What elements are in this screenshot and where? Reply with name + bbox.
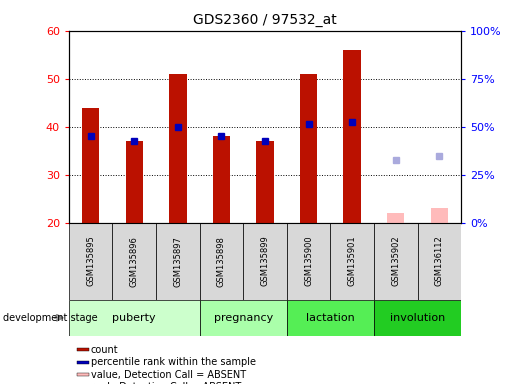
Bar: [69, 300, 200, 336]
Bar: [77, 373, 89, 376]
Text: GSM135899: GSM135899: [261, 236, 269, 286]
Bar: [287, 300, 374, 336]
Bar: [82, 108, 100, 223]
Text: GSM135901: GSM135901: [348, 236, 357, 286]
Text: GSM135897: GSM135897: [173, 236, 182, 286]
Text: rank, Detection Call = ABSENT: rank, Detection Call = ABSENT: [91, 382, 241, 384]
Text: count: count: [91, 345, 119, 355]
Bar: [213, 136, 230, 223]
Bar: [418, 223, 461, 300]
Bar: [300, 74, 317, 223]
Bar: [77, 348, 89, 351]
Bar: [430, 208, 448, 223]
Bar: [169, 74, 187, 223]
Bar: [374, 223, 418, 300]
Bar: [156, 223, 200, 300]
Bar: [69, 223, 112, 300]
Text: involution: involution: [390, 313, 445, 323]
Text: percentile rank within the sample: percentile rank within the sample: [91, 358, 256, 367]
Text: GSM135895: GSM135895: [86, 236, 95, 286]
Bar: [287, 223, 330, 300]
Bar: [257, 141, 273, 223]
Bar: [374, 300, 461, 336]
Text: pregnancy: pregnancy: [214, 313, 273, 323]
Bar: [200, 223, 243, 300]
Bar: [126, 141, 143, 223]
Text: development stage: development stage: [3, 313, 98, 323]
Text: value, Detection Call = ABSENT: value, Detection Call = ABSENT: [91, 370, 246, 380]
Text: GSM135902: GSM135902: [391, 236, 400, 286]
Text: GSM136112: GSM136112: [435, 236, 444, 286]
Text: puberty: puberty: [112, 313, 156, 323]
Bar: [112, 223, 156, 300]
Text: GSM135900: GSM135900: [304, 236, 313, 286]
Bar: [200, 300, 287, 336]
Bar: [343, 50, 361, 223]
Bar: [330, 223, 374, 300]
Bar: [387, 213, 404, 223]
Bar: [77, 361, 89, 364]
Bar: [243, 223, 287, 300]
Title: GDS2360 / 97532_at: GDS2360 / 97532_at: [193, 13, 337, 27]
Text: GSM135898: GSM135898: [217, 236, 226, 286]
Text: lactation: lactation: [306, 313, 355, 323]
Text: GSM135896: GSM135896: [130, 236, 139, 286]
